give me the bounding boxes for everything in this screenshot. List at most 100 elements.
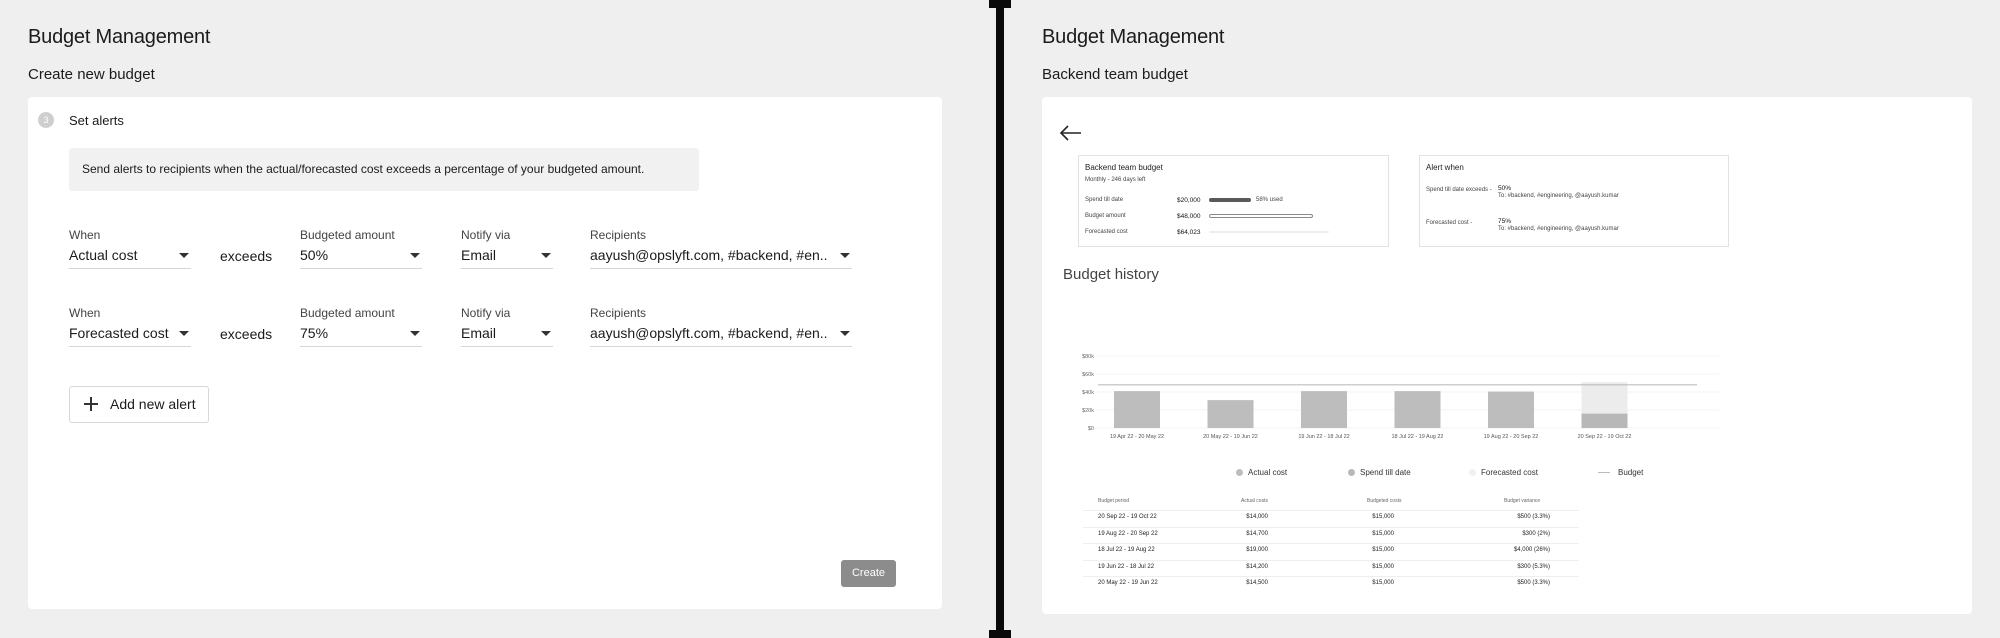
legend-actual: Actual cost	[1236, 468, 1287, 477]
create-budget-pane: Budget Management Create new budget 3 Se…	[0, 0, 985, 638]
info-text: Send alerts to recipients when the actua…	[82, 162, 645, 176]
x-tick-label: 19 Aug 22 - 20 Sep 22	[1484, 434, 1539, 440]
when-label: When	[69, 306, 101, 320]
table-cell: $500 (3.3%)	[1517, 514, 1550, 520]
plus-icon	[84, 397, 98, 411]
budget-history-chart: $0 $20k $40k $60k $80k 19 Apr 22 - 20 May 22 2…	[1082, 354, 1719, 440]
when-value: Forecasted cost	[69, 325, 169, 341]
recipients-value: aayush@opslyft.com, #backend, #en..	[590, 325, 828, 341]
alert-row-recipients: To: #backend, #engineering, @aayush.kuma…	[1498, 226, 1619, 232]
table-row-divider	[1083, 526, 1579, 528]
y-tick-label: $20k	[1082, 408, 1094, 414]
summary-row-label: Spend till date	[1085, 197, 1124, 203]
table-cell: $15,000	[1372, 514, 1394, 520]
y-tick-label: $0	[1088, 426, 1094, 432]
actual-cost-bar	[1114, 391, 1160, 428]
alert-row-label: Forecasted cost -	[1426, 220, 1473, 226]
exceeds-text: exceeds	[220, 248, 273, 264]
legend-label: Actual cost	[1248, 468, 1288, 477]
chevron-down-icon	[179, 253, 189, 258]
table-cell: $15,000	[1372, 563, 1394, 570]
notify-select[interactable]: Email	[461, 323, 553, 347]
budget-detail-pane: Budget Management Backend team budget Ba…	[1014, 0, 2000, 638]
y-tick-label: $40k	[1082, 390, 1094, 396]
divider-cap	[989, 0, 1011, 8]
recipients-label: Recipients	[590, 228, 647, 242]
chevron-down-icon	[541, 331, 551, 336]
notify-via-label: Notify via	[461, 306, 511, 320]
table-cell: $19,000	[1246, 547, 1268, 553]
amount-select[interactable]: 50%	[300, 245, 422, 269]
summary-title: Backend team budget	[1085, 163, 1163, 172]
budget-history-title: Budget history	[1063, 266, 1159, 283]
create-button[interactable]: Create	[841, 560, 896, 587]
x-tick-label: 19 Jun 22 - 18 Jul 22	[1298, 434, 1349, 440]
table-row-divider	[1083, 559, 1579, 561]
alert-row-value: 75%	[1498, 218, 1512, 225]
table-cell: 20 May 22 - 19 Jun 22	[1098, 580, 1158, 586]
summary-row-value: $20,000	[1177, 197, 1201, 204]
legend-label: Spend till date	[1360, 468, 1411, 477]
table-cell: 18 Jul 22 - 19 Aug 22	[1098, 547, 1155, 553]
legend-spend: Spend till date	[1348, 468, 1411, 477]
recipients-value: aayush@opslyft.com, #backend, #en..	[590, 247, 828, 263]
notify-via-label: Notify via	[461, 228, 511, 242]
table-cell: 20 Sep 22 - 19 Oct 22	[1098, 514, 1157, 520]
summary-row-value: $64,023	[1177, 229, 1201, 236]
back-arrow-icon[interactable]	[1060, 125, 1082, 141]
recipients-select[interactable]: aayush@opslyft.com, #backend, #en..	[590, 323, 852, 347]
spend-used-note: 58% used	[1256, 197, 1283, 203]
notify-value: Email	[461, 325, 497, 341]
exceeds-text: exceeds	[220, 326, 273, 342]
legend-swatch	[1348, 469, 1355, 476]
alert-row-label: Spend till date exceeds -	[1426, 187, 1492, 193]
amount-select[interactable]: 75%	[300, 323, 422, 347]
summary-period: Monthly - 246 days left	[1085, 177, 1146, 183]
actual-cost-bar	[1394, 391, 1441, 428]
summary-row-label: Forecasted cost	[1085, 229, 1128, 235]
chevron-down-icon	[840, 331, 850, 336]
alert-when-title: Alert when	[1426, 163, 1464, 172]
table-header: Budget variance	[1504, 498, 1541, 504]
actual-cost-bar	[1207, 400, 1254, 428]
alert-row-value: 50%	[1498, 185, 1512, 192]
budgeted-amount-label: Budgeted amount	[300, 228, 395, 242]
table-cell: $300 (5.3%)	[1517, 563, 1550, 570]
x-tick-label: 20 May 22 - 19 Jun 22	[1203, 434, 1258, 440]
summary-row-value: $48,000	[1177, 213, 1201, 220]
app-title: Budget Management	[1042, 26, 1225, 48]
chevron-down-icon	[179, 331, 189, 336]
chevron-down-icon	[541, 253, 551, 258]
legend-swatch	[1469, 469, 1476, 476]
table-cell: $14,700	[1246, 530, 1268, 537]
actual-cost-bar	[1301, 391, 1347, 428]
page-subtitle: Create new budget	[28, 66, 155, 83]
when-value: Actual cost	[69, 247, 138, 263]
summary-row-label: Budget amount	[1085, 213, 1126, 219]
legend-label: Forecasted cost	[1481, 468, 1538, 477]
amount-value: 75%	[300, 325, 329, 341]
page-subtitle: Backend team budget	[1042, 66, 1188, 83]
app-title: Budget Management	[28, 26, 211, 48]
table-cell: $15,000	[1372, 580, 1394, 586]
split-divider[interactable]	[986, 0, 1014, 638]
when-select[interactable]: Actual cost	[69, 245, 191, 269]
table-header: Budgeted costs	[1367, 498, 1402, 504]
step-badge: 3	[38, 112, 54, 128]
table-row-divider	[1083, 510, 1579, 511]
table-cell: $14,000	[1246, 514, 1268, 520]
notify-select[interactable]: Email	[461, 245, 553, 269]
x-tick-label: 19 Apr 22 - 20 May 22	[1110, 434, 1164, 440]
step-label: Set alerts	[69, 113, 124, 128]
chevron-down-icon	[410, 253, 420, 258]
legend-swatch	[1598, 472, 1610, 473]
table-cell: $14,500	[1246, 580, 1268, 586]
info-box: Send alerts to recipients when the actua…	[69, 148, 699, 191]
budget-amount-bar	[1209, 214, 1313, 218]
when-select[interactable]: Forecasted cost	[69, 323, 191, 347]
legend-swatch	[1236, 469, 1243, 476]
alert-when-box: Alert when Spend till date exceeds - 50%…	[1419, 155, 1729, 247]
legend-budget: Budget	[1598, 468, 1643, 477]
add-new-alert-button[interactable]: Add new alert	[69, 386, 209, 423]
recipients-select[interactable]: aayush@opslyft.com, #backend, #en..	[590, 245, 852, 269]
